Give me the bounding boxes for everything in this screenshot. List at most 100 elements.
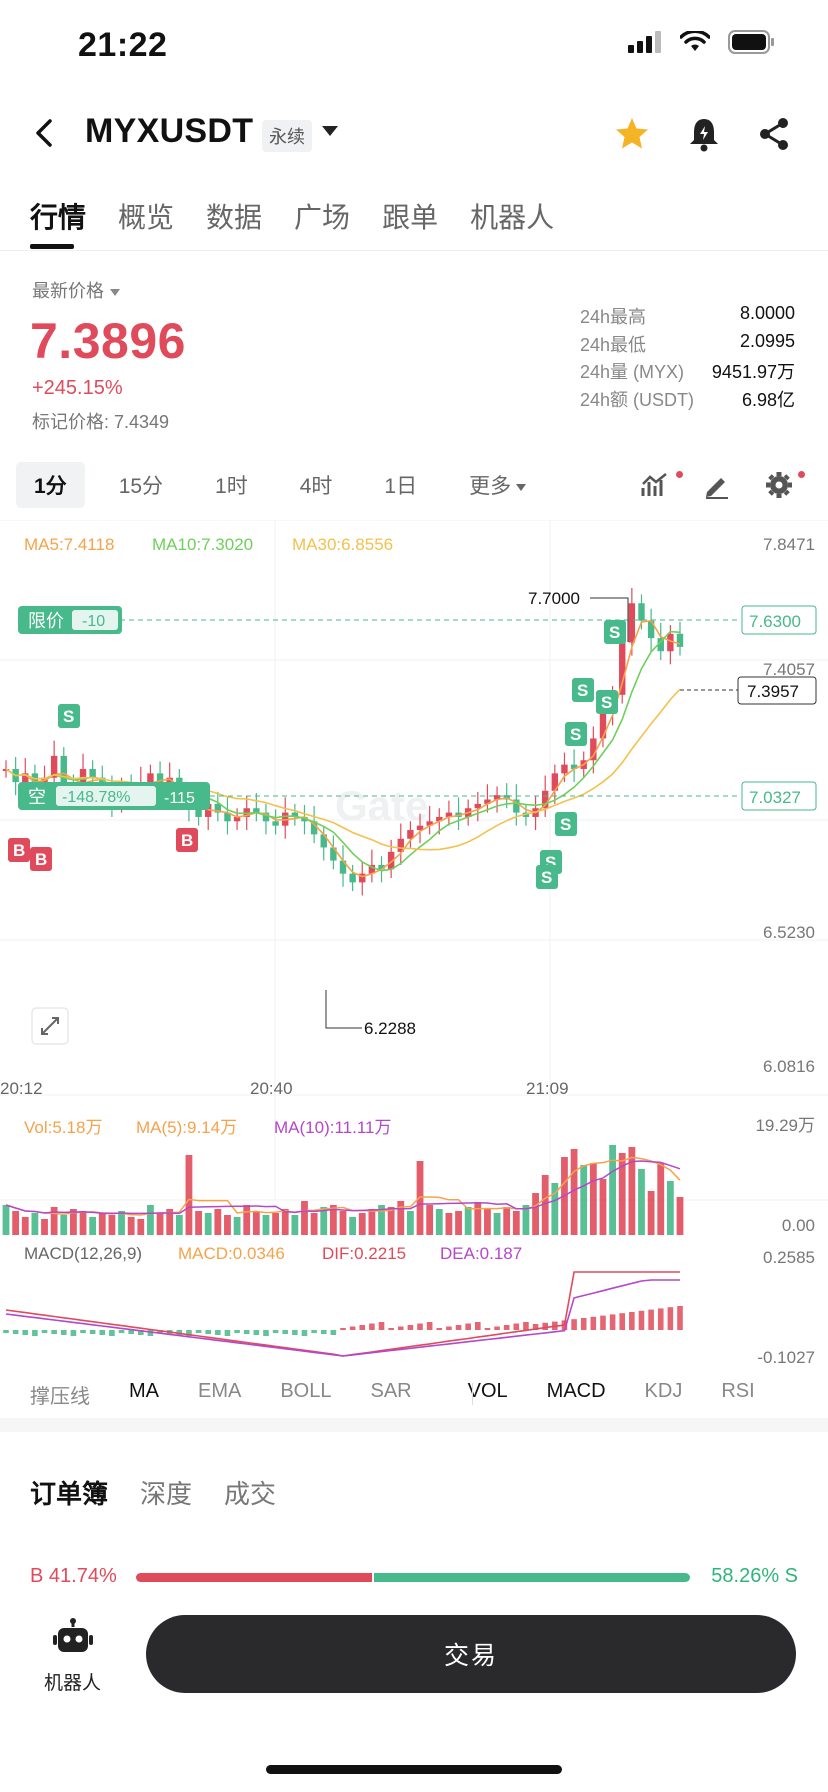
macd-bar xyxy=(234,1330,240,1333)
volume-bar xyxy=(628,1147,636,1235)
tab-depth[interactable]: 深度 xyxy=(140,1479,193,1509)
indicator-ma[interactable]: MA xyxy=(129,1380,159,1402)
candle-body xyxy=(214,803,222,813)
volume-bar xyxy=(156,1213,164,1235)
draw-pen-icon[interactable] xyxy=(702,470,732,500)
interval-1h[interactable]: 1时 xyxy=(215,475,248,498)
stat-value: 6.98亿 xyxy=(741,389,795,410)
candle-body xyxy=(445,812,453,817)
indicator-notify-dot xyxy=(676,471,683,478)
interval-1m[interactable]: 1分 xyxy=(16,462,85,508)
macd-bar xyxy=(41,1330,48,1333)
pair-title[interactable]: MYXUSDT xyxy=(85,112,254,150)
high-marker-line xyxy=(590,597,629,642)
candle-body xyxy=(272,821,279,826)
candle-body xyxy=(561,764,568,774)
latest-price-label[interactable]: 最新价格 xyxy=(32,277,120,303)
macd-bar xyxy=(638,1310,645,1330)
indicator-rsi[interactable]: RSI xyxy=(721,1380,755,1402)
indicator-selector: 撑压线 MA EMA BOLL SAR VOL MACD KDJ RSI xyxy=(30,1380,755,1409)
interval-15m[interactable]: 15分 xyxy=(118,475,164,498)
candle-body xyxy=(416,825,424,831)
robot-icon[interactable] xyxy=(53,1618,93,1658)
tab-copy-trade[interactable]: 跟单 xyxy=(382,202,439,233)
candle-body xyxy=(570,764,578,769)
stat-row: 24h额 (USDT) 6.98亿 xyxy=(580,386,795,414)
candle-body xyxy=(657,638,664,652)
ma-line xyxy=(5,630,681,872)
interval-4h[interactable]: 4时 xyxy=(299,475,333,498)
trade-button[interactable]: 交易 xyxy=(146,1615,796,1693)
interval-more[interactable]: 更多 xyxy=(451,462,544,508)
tab-data[interactable]: 数据 xyxy=(206,202,263,233)
volume-bar xyxy=(281,1209,289,1235)
indicator-chart-icon[interactable] xyxy=(640,470,670,500)
indicator-support-resistance[interactable]: 撑压线 xyxy=(30,1386,90,1408)
position-side: 空 xyxy=(28,787,46,807)
stat-value: 2.0995 xyxy=(739,330,795,351)
indicator-boll[interactable]: BOLL xyxy=(280,1380,332,1402)
price-alert-bell-icon[interactable] xyxy=(684,114,724,154)
stat-label: 24h最低 xyxy=(580,334,647,355)
interval-1d[interactable]: 1日 xyxy=(384,475,418,498)
trade-marker-bg xyxy=(536,865,558,889)
stat-row: 24h量 (MYX) 9451.97万 xyxy=(580,358,795,386)
indicator-macd[interactable]: MACD xyxy=(546,1380,606,1402)
volume-bar xyxy=(243,1205,251,1235)
settings-gear-icon[interactable] xyxy=(764,470,794,500)
volume-bar xyxy=(532,1193,539,1235)
trade-marker-label: B xyxy=(181,831,193,850)
tab-robot[interactable]: 机器人 xyxy=(470,202,555,233)
indicator-ema[interactable]: EMA xyxy=(198,1380,242,1402)
candle-body xyxy=(590,738,597,761)
current-price-tag xyxy=(737,676,817,705)
y-label-2: 7.4057 xyxy=(763,660,815,679)
macd-bar xyxy=(494,1326,500,1330)
tab-market[interactable]: 行情 xyxy=(30,202,87,233)
robot-label[interactable]: 机器人 xyxy=(44,1673,102,1694)
macd-bar xyxy=(51,1330,57,1334)
tab-trades[interactable]: 成交 xyxy=(224,1479,277,1509)
macd-bar xyxy=(272,1330,279,1333)
kline-chart[interactable]: Gate 7.8471 7.4057 6.5230 6.0816 20:12 20:40 21… xyxy=(0,520,828,1370)
volume-bar xyxy=(358,1213,366,1235)
volume-bar xyxy=(320,1207,328,1235)
macd-bar xyxy=(590,1316,597,1330)
volume-bar xyxy=(12,1211,20,1235)
vol-axis-max: 19.29万 xyxy=(755,1116,815,1135)
stat-row: 24h最低 2.0995 xyxy=(580,331,795,359)
volume-bar xyxy=(474,1203,482,1235)
volume-bar xyxy=(21,1217,29,1235)
trade-marker-label: S xyxy=(570,725,581,744)
macd-bar xyxy=(32,1330,38,1336)
pair-dropdown-caret-icon[interactable] xyxy=(322,126,338,136)
trade-marker-label: S xyxy=(545,853,556,872)
volume-bar xyxy=(618,1153,626,1235)
ma-line xyxy=(5,688,681,851)
tab-square[interactable]: 广场 xyxy=(294,202,351,233)
indicator-sar[interactable]: SAR xyxy=(370,1380,412,1402)
candle-body xyxy=(542,790,549,809)
back-arrow-icon[interactable] xyxy=(30,118,60,148)
volume-bar xyxy=(599,1179,607,1235)
macd-bar xyxy=(330,1330,337,1335)
indicator-vol[interactable]: VOL xyxy=(467,1380,508,1402)
volume-bar xyxy=(503,1207,511,1235)
tab-orderbook[interactable]: 订单簿 xyxy=(30,1479,109,1509)
indicator-kdj[interactable]: KDJ xyxy=(644,1380,683,1402)
trade-marker-bg xyxy=(58,704,80,728)
tab-overview[interactable]: 概览 xyxy=(118,202,175,233)
macd-bar xyxy=(282,1330,289,1334)
favorite-star-icon[interactable] xyxy=(612,114,652,154)
trade-marker-bg xyxy=(555,812,577,836)
macd-bar xyxy=(359,1325,366,1330)
volume-bar xyxy=(147,1205,154,1235)
indicator-divider xyxy=(472,1383,473,1405)
candle-body xyxy=(320,834,327,848)
share-icon[interactable] xyxy=(754,114,794,154)
volume-bar xyxy=(166,1209,174,1235)
trade-marker-bg xyxy=(30,847,52,871)
macd-bar xyxy=(176,1330,183,1335)
stat-value: 8.0000 xyxy=(739,303,795,323)
trade-marker-bg xyxy=(8,838,30,862)
